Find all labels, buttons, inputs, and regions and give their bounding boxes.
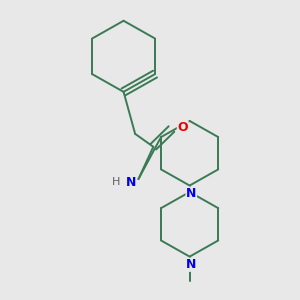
Text: N: N [125, 176, 136, 189]
Text: O: O [177, 121, 188, 134]
Text: H: H [112, 177, 120, 187]
Text: N: N [186, 258, 196, 271]
Text: N: N [186, 187, 196, 200]
